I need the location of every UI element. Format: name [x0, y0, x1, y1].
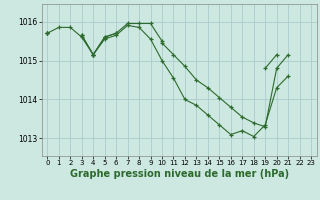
X-axis label: Graphe pression niveau de la mer (hPa): Graphe pression niveau de la mer (hPa) [70, 169, 289, 179]
